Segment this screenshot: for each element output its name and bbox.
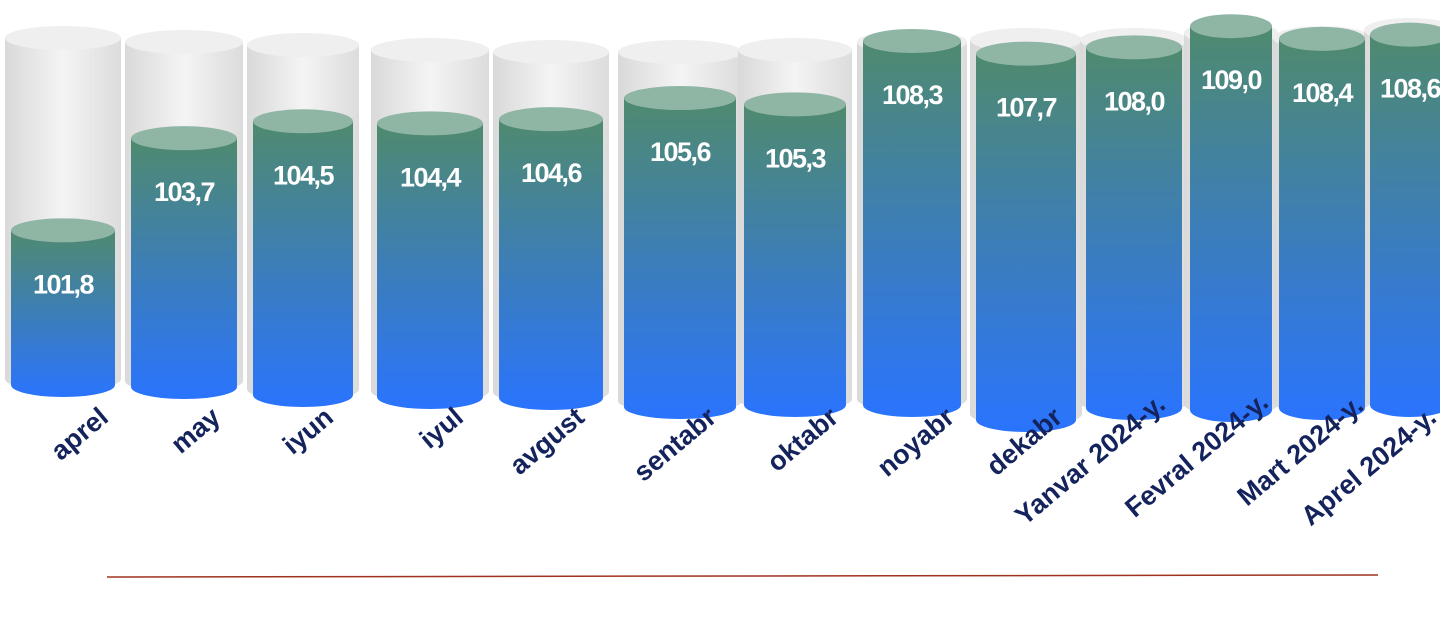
baseline-rule bbox=[106, 574, 1379, 578]
bar bbox=[1086, 47, 1182, 420]
category-label: may bbox=[165, 402, 226, 460]
category-label: iyun bbox=[277, 402, 339, 461]
data-label: 108,0 bbox=[1104, 86, 1165, 116]
bar bbox=[1370, 34, 1440, 417]
data-label: 103,7 bbox=[154, 177, 215, 207]
data-label: 109,0 bbox=[1201, 65, 1262, 95]
ghost-cylinder-top bbox=[493, 40, 609, 64]
category-label: aprel bbox=[45, 402, 114, 466]
bar bbox=[253, 121, 353, 408]
category-label: avgust bbox=[504, 402, 590, 481]
data-label: 104,5 bbox=[273, 160, 335, 190]
bar bbox=[499, 119, 603, 410]
bar bbox=[11, 230, 115, 397]
bar-cap bbox=[1190, 14, 1272, 39]
data-label: 101,8 bbox=[33, 269, 95, 299]
bar bbox=[976, 53, 1076, 432]
ghost-cylinder-top bbox=[247, 33, 359, 57]
data-label: 105,3 bbox=[765, 143, 827, 173]
bar-series: 101,8 103,7 104,5 104,4 104,6 105,6 105,3 108,3… bbox=[11, 14, 1440, 432]
bar bbox=[1279, 38, 1365, 421]
bar bbox=[624, 98, 736, 419]
bar-cap bbox=[1370, 22, 1440, 47]
ghost-cylinder-top bbox=[371, 38, 489, 62]
bar-cap bbox=[11, 218, 115, 243]
data-label: 107,7 bbox=[996, 93, 1057, 123]
bar-cap bbox=[131, 126, 237, 151]
data-label: 108,6 bbox=[1380, 74, 1440, 104]
bar-cap bbox=[624, 86, 736, 111]
data-label: 108,3 bbox=[882, 80, 944, 110]
bar-cap bbox=[976, 41, 1076, 66]
ghost-cylinder-top bbox=[5, 26, 121, 50]
bar-cap bbox=[1086, 35, 1182, 60]
bar-cap bbox=[863, 29, 961, 54]
bar-cap bbox=[377, 111, 483, 136]
bar-cap bbox=[499, 107, 603, 132]
bar bbox=[1190, 26, 1272, 422]
bar-cap bbox=[744, 92, 846, 117]
bar bbox=[744, 104, 846, 417]
bar bbox=[863, 41, 961, 418]
data-label: 104,4 bbox=[400, 162, 462, 192]
ghost-cylinder-top bbox=[618, 40, 742, 64]
data-label: 108,4 bbox=[1292, 78, 1354, 108]
category-labels: aprel may iyun iyul avgust sentabr oktabr noyab… bbox=[45, 387, 1440, 532]
category-label: iyul bbox=[414, 402, 469, 455]
bar-cap bbox=[1279, 26, 1365, 51]
bar-cap bbox=[253, 109, 353, 134]
ghost-cylinder-top bbox=[125, 30, 243, 54]
ghost-cylinder-top bbox=[738, 38, 852, 62]
bar bbox=[377, 123, 483, 410]
data-label: 104,6 bbox=[521, 158, 583, 188]
bar bbox=[131, 138, 237, 399]
data-label: 105,6 bbox=[650, 137, 712, 167]
